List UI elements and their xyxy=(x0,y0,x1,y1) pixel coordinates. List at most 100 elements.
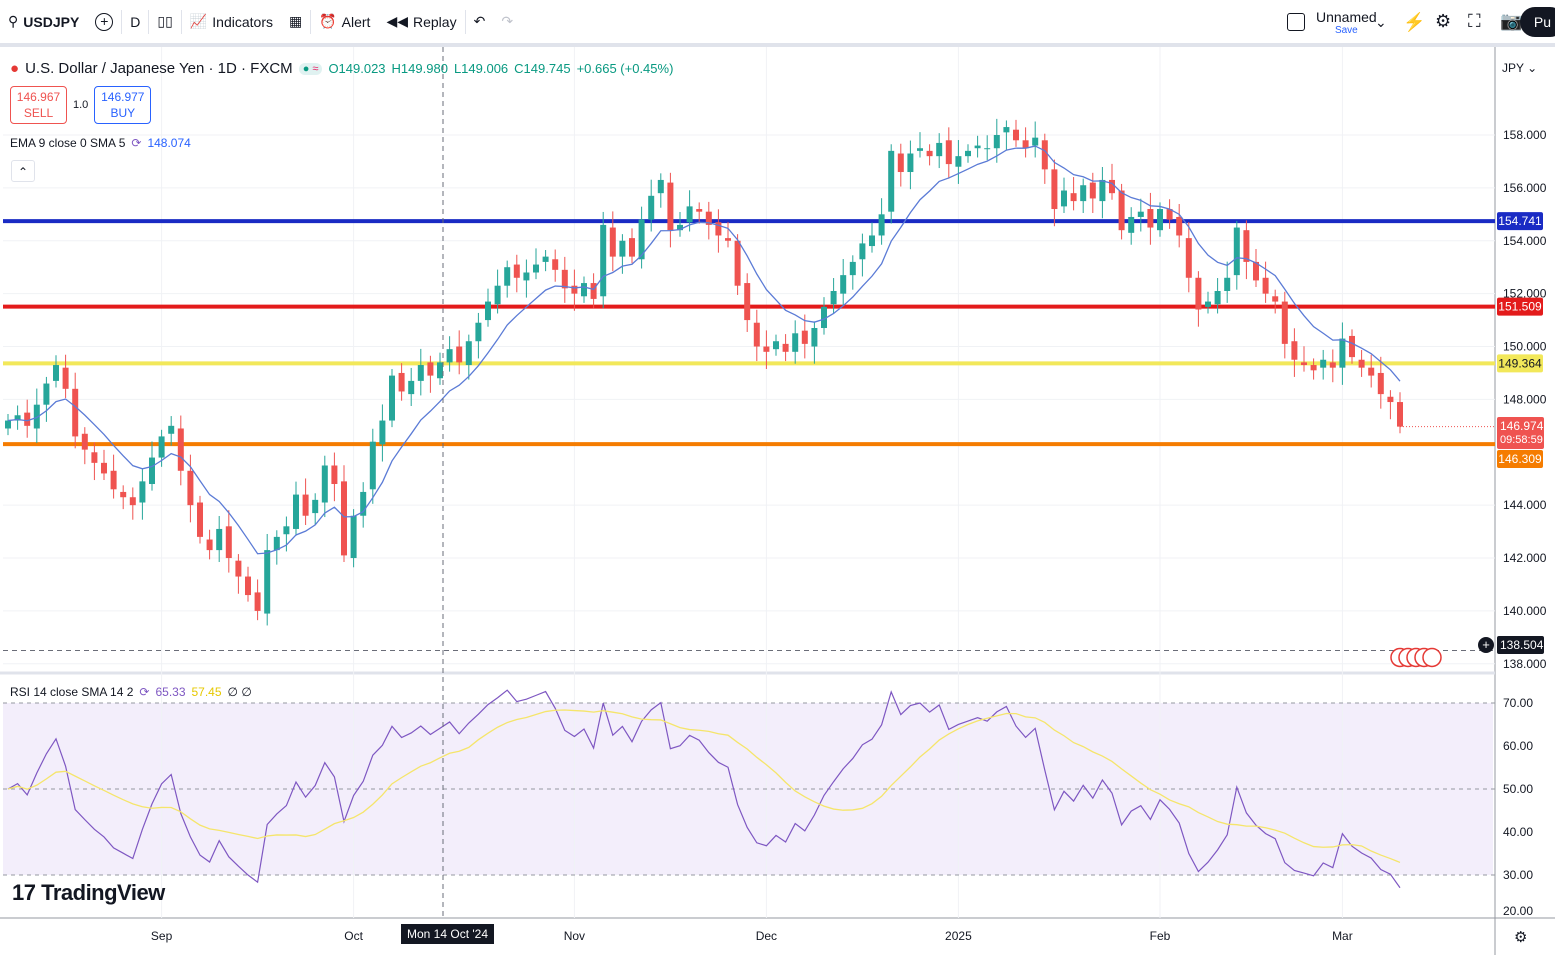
candle xyxy=(821,297,827,335)
candle-body xyxy=(1272,296,1279,302)
indicators-button[interactable]: 📈 Indicators xyxy=(189,13,273,30)
candle-body xyxy=(331,465,338,485)
price-tick-label: 144.000 xyxy=(1503,498,1547,512)
settings-icon[interactable]: ⚙ xyxy=(1435,11,1452,31)
sell-button[interactable]: 146.967 SELL xyxy=(10,86,67,124)
compare-button[interactable]: + xyxy=(87,5,121,39)
candle-body xyxy=(293,494,299,529)
candle-body xyxy=(629,238,635,257)
candle-body xyxy=(763,346,770,352)
layout-checkbox[interactable] xyxy=(1287,13,1305,31)
candle xyxy=(504,260,511,298)
divider xyxy=(310,9,312,34)
interval-button[interactable]: D xyxy=(130,13,141,30)
candle xyxy=(1013,119,1019,147)
candle xyxy=(216,516,223,563)
alert-button[interactable]: ⏰ Alert xyxy=(319,13,371,30)
candle xyxy=(446,336,453,372)
time-tick-label: 2025 xyxy=(945,929,972,943)
candle-body xyxy=(984,148,991,150)
candle-body xyxy=(1205,301,1211,307)
candle-body xyxy=(465,341,472,366)
candle-body xyxy=(1310,365,1317,371)
candle xyxy=(456,330,463,375)
symbol-search[interactable]: ⚲ USDJPY xyxy=(8,13,80,30)
candle xyxy=(590,273,597,309)
candle xyxy=(62,354,69,399)
candle xyxy=(888,144,895,224)
add-alert-plus-icon[interactable]: + xyxy=(1478,637,1494,653)
candle-body xyxy=(139,481,146,503)
candle-body xyxy=(1147,209,1154,228)
candle xyxy=(945,127,952,179)
tradingview-logo[interactable]: 17 TradingView xyxy=(12,880,165,905)
candle xyxy=(1320,349,1327,380)
candle-body xyxy=(33,404,40,429)
candle-body xyxy=(581,283,587,297)
candle xyxy=(677,211,683,237)
candle-body xyxy=(1041,140,1048,170)
candle xyxy=(245,566,251,602)
fullscreen-icon[interactable]: ⛶ xyxy=(1468,11,1481,31)
candle-body xyxy=(667,182,674,231)
level-price-text: 151.509 xyxy=(1498,300,1542,314)
chart-canvas[interactable]: 158.000 156.000 154.000 152.000 150.000 148.0… xyxy=(0,47,1555,955)
replay-button[interactable]: ◀◀ Replay xyxy=(386,13,457,30)
candle-body xyxy=(110,470,117,490)
time-tick-label: Sep xyxy=(151,929,173,943)
quick-search-icon[interactable]: ⚡ xyxy=(1403,12,1426,32)
candle-body xyxy=(321,465,328,503)
candle xyxy=(1032,121,1039,158)
candle-body xyxy=(897,153,904,173)
candle xyxy=(811,321,818,364)
candle-body xyxy=(369,441,376,490)
candle-body xyxy=(1166,209,1173,220)
buy-button[interactable]: 146.977 BUY xyxy=(94,86,152,124)
candle-body xyxy=(696,209,703,212)
candle xyxy=(293,481,299,536)
divider xyxy=(464,9,466,34)
level-price-text: 146.309 xyxy=(1498,452,1542,466)
rsi-legend[interactable]: RSI 14 close SMA 14 2 ⟳ 65.33 57.45 ∅ ∅ xyxy=(10,685,252,699)
candle xyxy=(1358,349,1365,377)
candle xyxy=(1128,207,1135,245)
candle-body xyxy=(389,375,395,421)
candle xyxy=(139,468,146,520)
price-tick-label: 150.000 xyxy=(1503,340,1547,354)
candle-body xyxy=(101,462,107,474)
candle xyxy=(542,250,549,272)
level-price-label xyxy=(1497,212,1543,231)
candle xyxy=(1061,177,1067,213)
ema-legend[interactable]: EMA 9 close 0 SMA 5 ⟳ 148.074 xyxy=(10,136,191,150)
axis-settings-icon[interactable]: ⚙ xyxy=(1514,929,1528,946)
undo-button[interactable]: ↶ xyxy=(466,5,494,39)
chart-type-button[interactable]: ▯▯ xyxy=(149,5,180,39)
candle-body xyxy=(1243,230,1250,262)
collapse-legend-button[interactable]: ⌃ xyxy=(11,160,35,182)
chevron-down-icon[interactable]: ⌄ xyxy=(1375,14,1387,30)
ema-line xyxy=(7,145,1401,555)
camera-icon[interactable]: 📷 xyxy=(1500,11,1523,31)
candle-body xyxy=(1387,396,1394,403)
candle-body xyxy=(360,491,367,516)
redo-button[interactable]: ↷ xyxy=(493,5,521,39)
candle xyxy=(705,201,712,240)
candle-body xyxy=(619,240,626,257)
price-tick-label: 158.000 xyxy=(1503,128,1547,142)
templates-button[interactable]: ▦ xyxy=(281,5,310,39)
candle xyxy=(177,415,184,486)
candle xyxy=(235,554,242,594)
candle xyxy=(513,254,520,293)
crosshair-price-label: 138.504 xyxy=(1497,636,1544,654)
tv-logo-icon: 17 xyxy=(12,880,36,905)
layout-name-button[interactable]: Unnamed Save xyxy=(1316,9,1377,36)
candle-body xyxy=(1358,359,1365,368)
loading-icon: ⟳ xyxy=(139,685,150,699)
indicators-icon: 📈 xyxy=(189,13,208,29)
candle-body xyxy=(859,243,866,260)
symbol-title[interactable]: U.S. Dollar / Japanese Yen · 1D · FXCM xyxy=(25,60,293,77)
candle xyxy=(1099,166,1106,219)
publish-button[interactable]: Pu xyxy=(1519,7,1555,37)
candle-body xyxy=(1051,169,1058,210)
currency-selector[interactable]: JPY ⌄ xyxy=(1502,61,1538,75)
